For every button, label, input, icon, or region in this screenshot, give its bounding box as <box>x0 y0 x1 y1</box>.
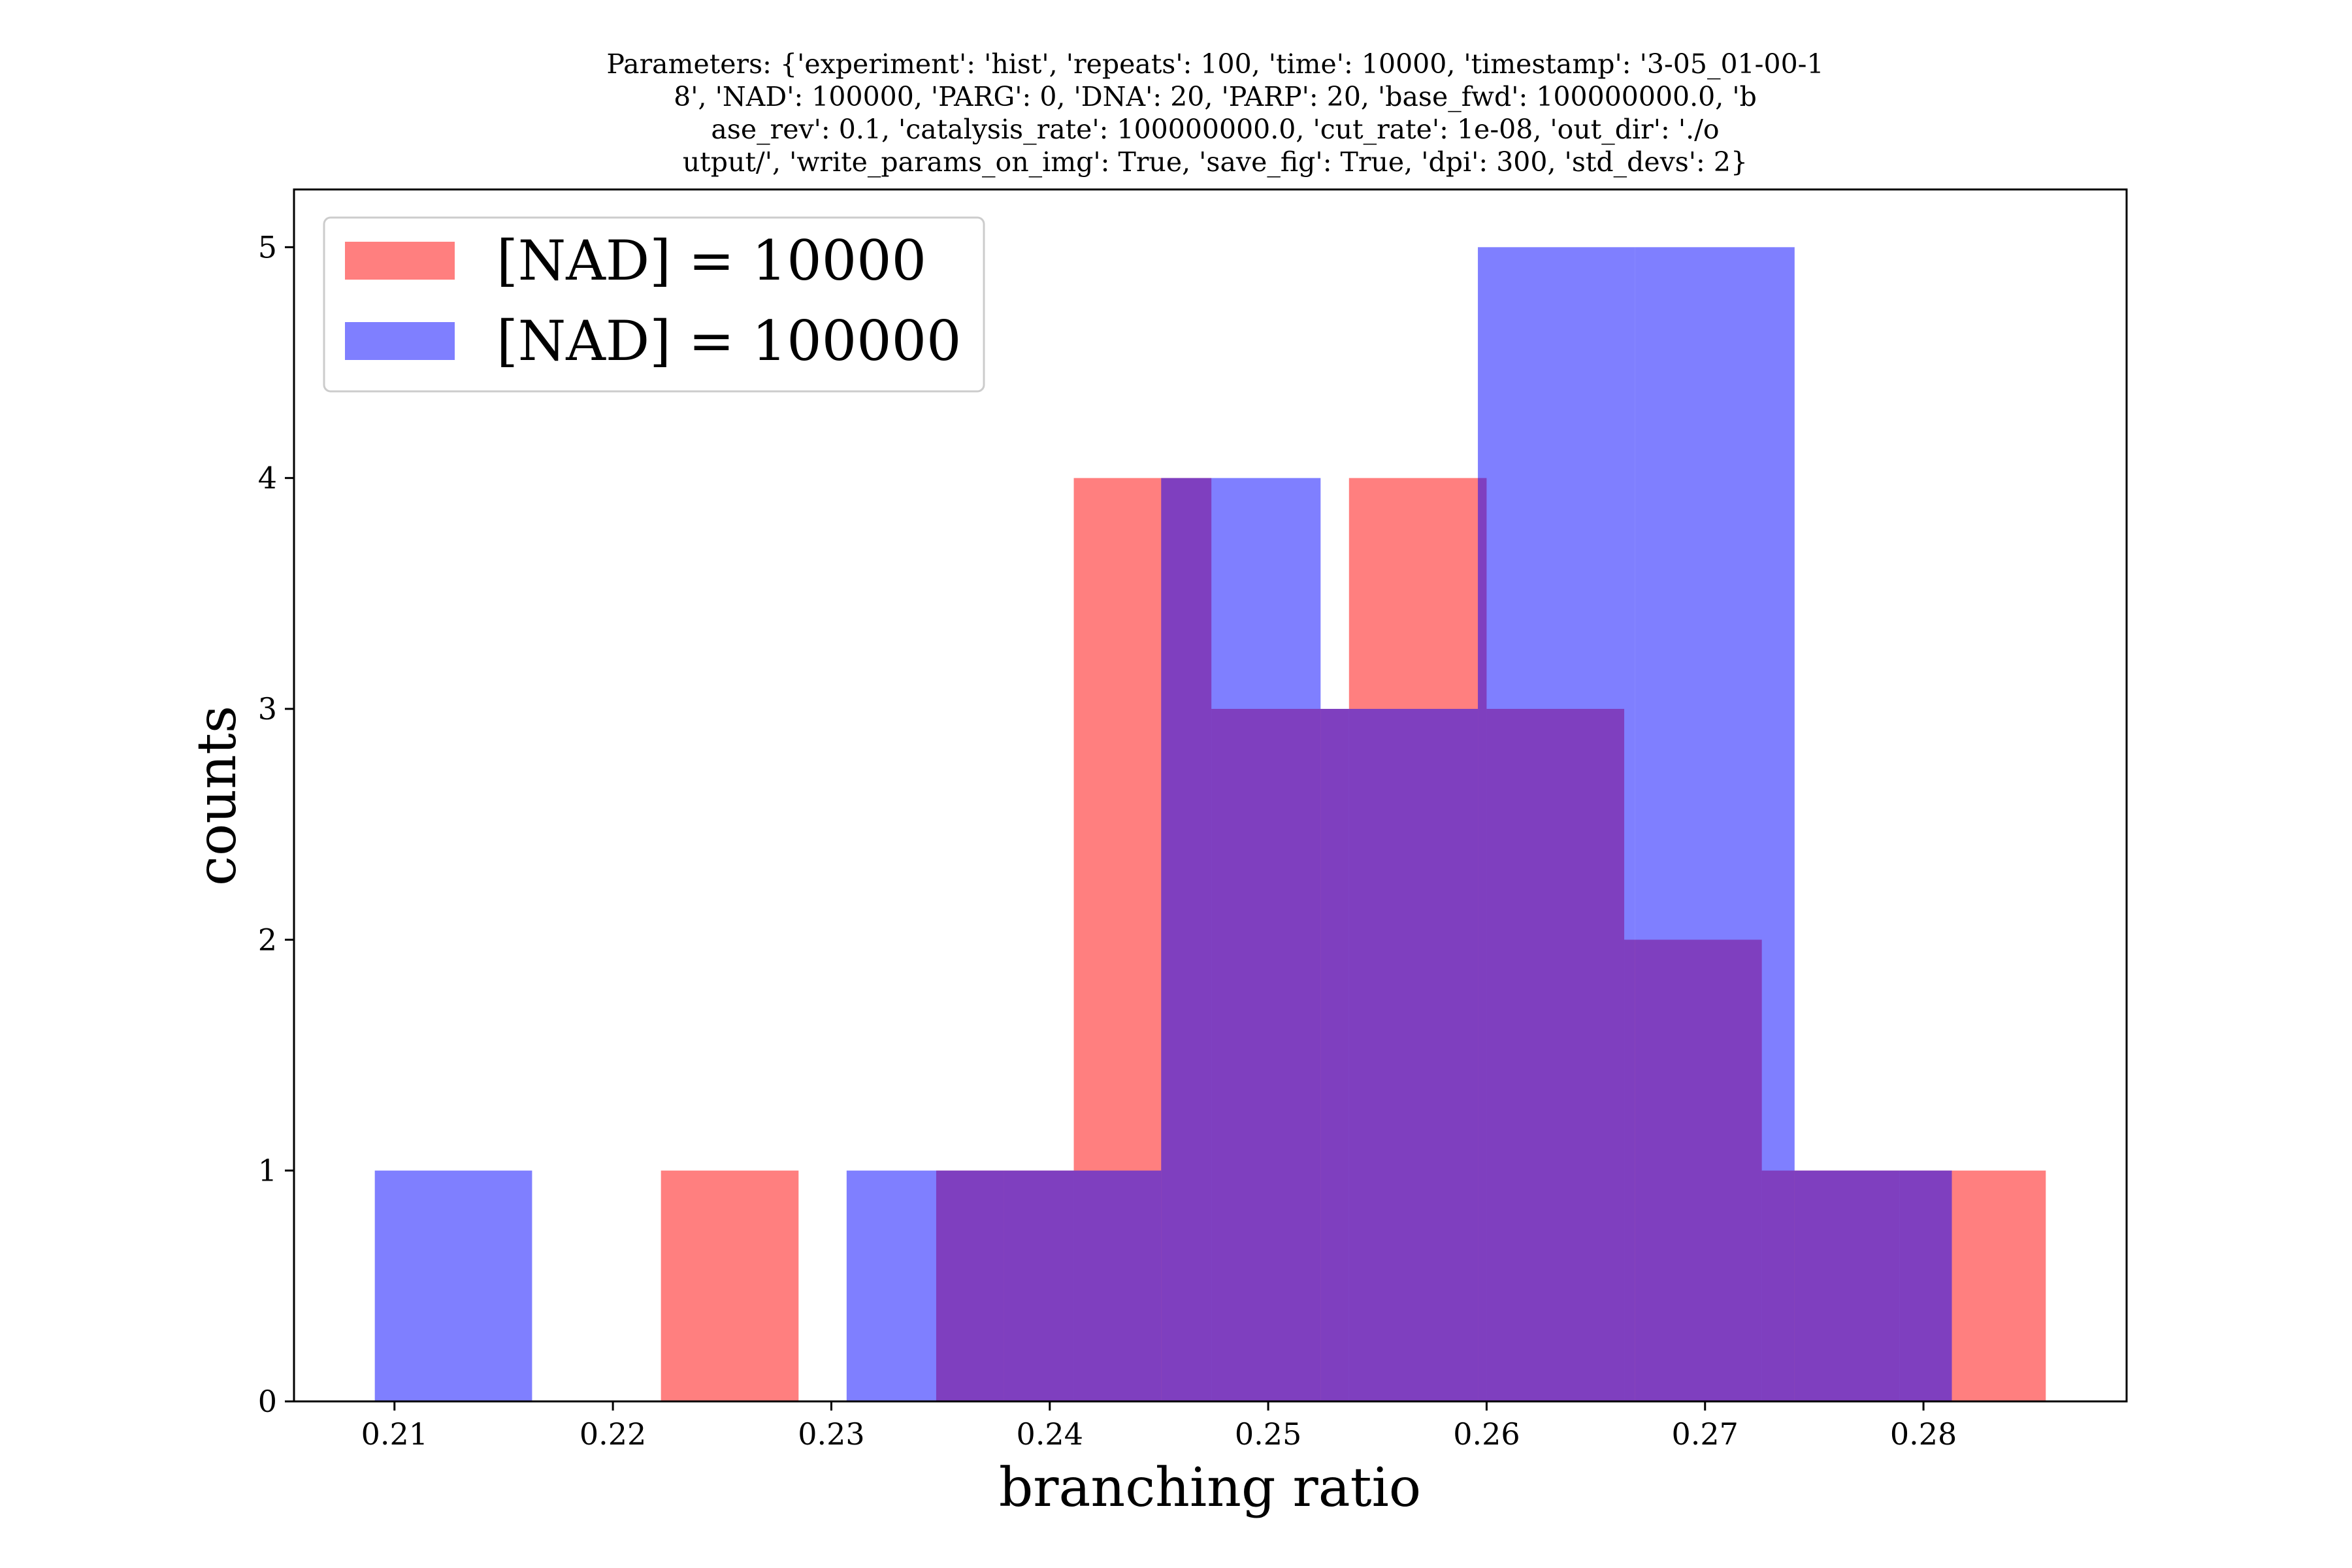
histogram-bar <box>661 1170 799 1401</box>
legend-frame <box>323 216 985 393</box>
y-axis-ticks: 0 1 2 3 4 5 <box>258 229 294 1419</box>
x-axis-ticks: 0.21 0.22 0.23 0.24 0.25 0.26 0.27 0.28 <box>361 1401 1957 1452</box>
x-tick-label: 0.27 <box>1672 1416 1739 1452</box>
y-tick-label: 0 <box>258 1384 277 1419</box>
histogram-bar <box>1320 709 1478 1401</box>
x-tick-label: 0.26 <box>1453 1416 1520 1452</box>
x-tick-label: 0.21 <box>361 1416 428 1452</box>
title-line-2: 8', 'NAD': 100000, 'PARG': 0, 'DNA': 20,… <box>674 81 1757 112</box>
y-tick-label: 4 <box>258 461 277 496</box>
histogram-bar <box>1478 247 1635 1401</box>
legend: [NAD] = 10000 [NAD] = 100000 <box>323 216 985 393</box>
legend-label-nad-10000: [NAD] = 10000 <box>497 229 926 293</box>
histogram-bar <box>1635 247 1795 1401</box>
y-tick-label: 2 <box>258 922 277 957</box>
legend-swatch-nad-100000 <box>345 322 455 360</box>
x-axis-label: branching ratio <box>999 1457 1421 1519</box>
chart-title: Parameters: {'experiment': 'hist', 'repe… <box>606 48 1823 178</box>
x-tick-label: 0.25 <box>1235 1416 1301 1452</box>
legend-label-nad-100000: [NAD] = 100000 <box>497 309 962 373</box>
legend-swatch-nad-10000 <box>345 242 455 280</box>
plot-area-frame <box>293 188 2128 1403</box>
histogram-bar <box>1161 478 1321 1401</box>
histogram-bar <box>374 1170 532 1401</box>
histogram-bar <box>846 1170 1004 1401</box>
histogram-bar <box>1794 1170 1952 1401</box>
y-tick-label: 3 <box>258 691 277 727</box>
x-tick-label: 0.22 <box>580 1416 646 1452</box>
title-line-1: Parameters: {'experiment': 'hist', 'repe… <box>606 48 1823 80</box>
histogram-bar <box>1004 1170 1162 1401</box>
y-tick-label: 1 <box>258 1153 277 1188</box>
series-nad-100000-bars <box>374 247 1952 1401</box>
title-line-4: utput/', 'write_params_on_img': True, 's… <box>683 146 1748 178</box>
x-tick-label: 0.24 <box>1017 1416 1083 1452</box>
x-tick-label: 0.28 <box>1890 1416 1957 1452</box>
x-tick-label: 0.23 <box>798 1416 864 1452</box>
y-axis-label: counts <box>186 706 248 886</box>
y-tick-label: 5 <box>258 229 277 265</box>
title-line-3: ase_rev': 0.1, 'catalysis_rate': 1000000… <box>711 114 1719 145</box>
